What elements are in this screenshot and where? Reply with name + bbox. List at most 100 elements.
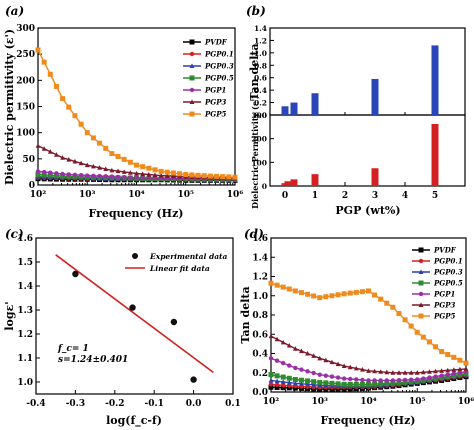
data-point-PGP1 xyxy=(402,377,408,383)
data-point-PGP0.3 xyxy=(299,381,304,386)
data-point-PGP5 xyxy=(433,344,439,350)
panel-d-label: (d) xyxy=(244,227,264,241)
data-point-PGP5 xyxy=(84,130,90,136)
data-point-PGP5 xyxy=(329,293,335,299)
x-tick-label: 10⁵ xyxy=(409,397,426,407)
y-tick-label: 250 xyxy=(16,50,35,60)
x-tick-label: 10³ xyxy=(312,397,329,407)
panel-b-label: (b) xyxy=(246,4,266,18)
data-point-PGP1 xyxy=(311,370,316,376)
data-point-PGP5 xyxy=(60,96,66,102)
y-tick-label-bottom: 300 xyxy=(251,111,267,120)
data-point-PGP3 xyxy=(171,173,176,179)
y-tick-label: 50 xyxy=(22,155,35,165)
data-point-PGP1 xyxy=(140,175,145,181)
data-point-PGP5 xyxy=(170,170,176,176)
tan-delta-bar xyxy=(290,102,298,115)
data-point-PGP0.5 xyxy=(335,381,341,387)
data-point-PGP3 xyxy=(115,168,121,174)
legend-marker-PGP0.1 xyxy=(418,258,424,264)
panel-c-ylabel: logε' xyxy=(3,301,16,330)
data-point-PGP0.3 xyxy=(292,380,298,386)
y-tick-label: 1.5 xyxy=(17,258,33,268)
data-point-PGP0.5 xyxy=(280,374,286,380)
data-point-PGP3 xyxy=(305,350,310,356)
x-tick-label: 3 xyxy=(372,191,378,201)
data-point-PGP3 xyxy=(274,336,280,342)
data-point-PGP0.5 xyxy=(347,381,353,387)
x-tick-label: -0.2 xyxy=(105,399,124,409)
data-point-PGP3 xyxy=(384,369,390,375)
data-point-PGP5 xyxy=(359,289,365,295)
data-point-PGP5 xyxy=(457,357,463,363)
data-point-PGP1 xyxy=(372,378,377,383)
legend-marker-PGP0.5 xyxy=(189,75,195,81)
x-tick-label: 1 xyxy=(312,191,318,201)
data-point-PGP5 xyxy=(189,172,195,178)
data-point-PGP1 xyxy=(41,169,47,175)
legend-label-PGP5: PGP5 xyxy=(204,110,227,119)
data-point-PGP1 xyxy=(396,378,402,383)
data-point-PGP5 xyxy=(390,304,396,310)
data-point-PGP1 xyxy=(348,376,353,382)
data-point-PGP1 xyxy=(378,378,383,383)
data-point-PGP5 xyxy=(305,291,311,297)
y-tick-label: 1.4 xyxy=(252,253,268,263)
data-point-PGP5 xyxy=(53,83,59,89)
data-point-PGP5 xyxy=(41,59,47,65)
data-point-PGP1 xyxy=(134,175,139,180)
panel-d: (d) 10² 10³ 10⁴ 10⁵ 10⁶ 0.0 0.2 0.4 0.6 0.8 1.0 1.2… xyxy=(239,227,474,427)
x-tick-label: -0.4 xyxy=(26,399,45,409)
data-point-PGP1 xyxy=(121,174,127,180)
data-point-PGP3 xyxy=(146,171,152,177)
data-point-PGP0.3 xyxy=(268,377,274,383)
data-point-PGP0.5 xyxy=(359,381,365,387)
data-point-PGP0.5 xyxy=(305,378,311,384)
y-tick-label: 1.1 xyxy=(17,354,33,364)
data-point-PGP5 xyxy=(127,159,133,165)
y-tick-label-top: 0.4 xyxy=(254,86,267,95)
data-point-PGP0.5 xyxy=(268,372,274,378)
legend-label-PGP1: PGP1 xyxy=(433,290,455,299)
permittivity-bar xyxy=(284,181,292,186)
data-point-PGP3 xyxy=(353,365,359,371)
data-point-PGP3 xyxy=(347,364,353,370)
panel-b: (b) 0 1 2 3 4 5 0.0 0.2 0.4 0.6 0.8 1.0 1.2 1.4 0 100 20… xyxy=(246,4,466,217)
panel-b-bottom-frame xyxy=(269,114,466,187)
data-point-PGP3 xyxy=(127,170,133,175)
data-point-PGP1 xyxy=(60,171,65,177)
series-line-PGP3 xyxy=(270,335,467,374)
data-point-PGP1 xyxy=(341,376,347,381)
y-tick-label: 150 xyxy=(16,103,35,113)
data-point-PGP5 xyxy=(232,174,238,180)
data-point-PGP0.3 xyxy=(286,380,292,385)
data-point-PGP1 xyxy=(384,378,389,383)
data-point-PGP1 xyxy=(445,372,450,377)
data-point-PGP5 xyxy=(220,174,226,180)
y-tick-label: 1.6 xyxy=(17,234,33,244)
data-point-PGP0.1 xyxy=(280,383,286,388)
tan-delta-bar xyxy=(311,93,319,115)
x-tick-label: -0.3 xyxy=(66,399,85,409)
data-point-PGP5 xyxy=(207,173,213,179)
experimental-point xyxy=(190,376,197,383)
data-point-PGP5 xyxy=(115,153,121,159)
y-tick-label: 0.6 xyxy=(252,330,268,340)
legend-label-PGP0.5: PGP0.5 xyxy=(433,279,463,288)
data-point-PGP0.3 xyxy=(311,382,317,387)
panel-a: (a) 10² 10³ 10⁴ 10⁵ 10⁶ 0 50 100 150 200 250 300 PV… xyxy=(3,4,243,220)
permittivity-bar xyxy=(290,179,298,186)
y-tick-label-top: 1.0 xyxy=(254,49,267,58)
data-point-PGP5 xyxy=(146,165,152,171)
data-point-PGP3 xyxy=(317,355,323,361)
y-tick-label-bottom: 200 xyxy=(251,135,267,144)
data-point-PGP3 xyxy=(268,333,274,339)
data-point-PGP5 xyxy=(66,104,72,110)
data-point-PGP5 xyxy=(177,171,183,177)
panel-c-frame xyxy=(35,237,234,395)
legend-marker-PGP1 xyxy=(189,87,195,93)
tan-delta-bar xyxy=(281,106,289,115)
panel-b-bottom-ylabel: Dielectric Permitivity (ε') xyxy=(250,95,260,209)
data-point-PGP3 xyxy=(152,172,158,178)
